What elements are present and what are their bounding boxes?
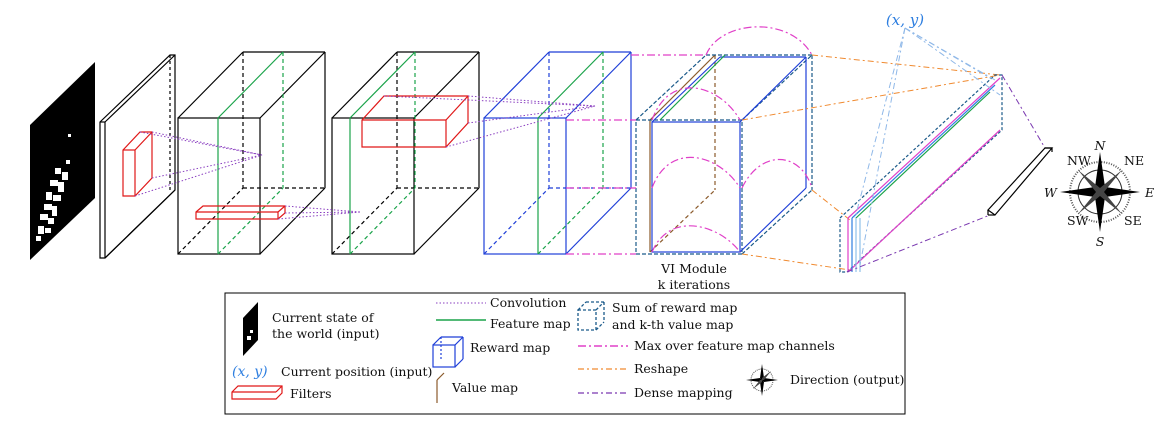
input-state-image [30,62,95,260]
legend-reshape-label: Reshape [634,361,688,376]
feature-block-1 [177,51,326,255]
legend-max-label: Max over feature map channels [634,338,835,353]
feature-map-2 [349,51,416,255]
legend-compass-icon [746,364,778,396]
legend-sum-line2: and k-th value map [612,317,733,332]
compass-icon: N S E W NW NE SW SE [1044,138,1154,249]
feature-block-2 [331,51,480,255]
compass-ne: NE [1124,153,1144,168]
legend-reward-label: Reward map [470,340,550,355]
legend: Current state of the world (input) (x, y… [224,292,906,415]
legend-sum-line1: Sum of reward map [612,300,737,315]
legend-reward-swatch [432,336,464,368]
legend-position-label: Current position (input) [281,364,432,379]
legend-sum-swatch [577,301,605,331]
compass-w: W [1044,185,1058,200]
legend-dense-label: Dense mapping [634,385,733,400]
position-label: (x, y) [886,11,924,29]
output-vector [987,147,1054,216]
compass-n: N [1094,138,1107,153]
legend-filters-label: Filters [290,386,331,401]
legend-state-swatch [243,302,258,356]
convolution-lines [134,95,596,220]
flattened-vector [839,74,1003,273]
compass-s: S [1096,234,1105,249]
compass-sw: SW [1067,213,1089,228]
reshape-lines [741,54,1001,271]
filter-wide [195,205,286,220]
feature-map-3 [537,51,604,255]
legend-state-line1: Current state of [272,310,375,325]
vi-module-subtitle: k iterations [658,277,730,292]
legend-direction-label: Direction (output) [790,372,904,387]
compass-nw: NW [1067,153,1091,168]
compass-se: SE [1124,213,1142,228]
legend-value-label: Value map [451,380,518,395]
vi-module-title: VI Module [660,261,727,276]
input-plane [99,54,176,259]
reward-map-block [483,51,632,255]
legend-feature-map-label: Feature map [490,316,571,331]
legend-filters-swatch [231,385,283,400]
legend-state-line2: the world (input) [272,326,380,341]
legend-convolution-label: Convolution [490,295,566,310]
compass-e: E [1144,185,1154,200]
position-lines [854,27,1001,266]
vi-module [566,26,813,255]
legend-value-swatch [436,372,445,403]
legend-position-symbol: (x, y) [232,364,268,380]
feature-map-1 [217,51,284,255]
dense-mapping-lines [846,74,1046,273]
